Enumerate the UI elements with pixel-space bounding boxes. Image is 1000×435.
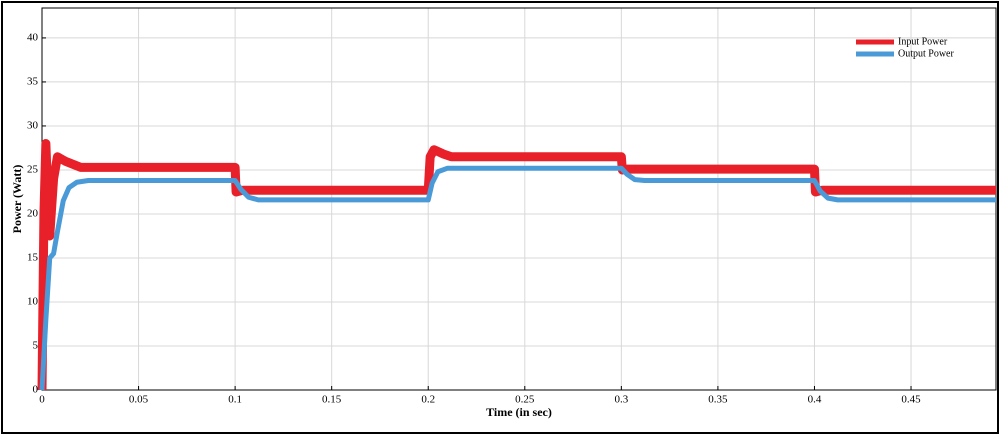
y-tick-label: 35 bbox=[27, 75, 39, 87]
x-tick-label: 0.4 bbox=[808, 394, 822, 406]
x-tick-label: 0.05 bbox=[129, 394, 149, 406]
x-tick-label: 0.45 bbox=[901, 394, 921, 406]
x-axis-label: Time (in sec) bbox=[486, 405, 552, 419]
y-tick-label: 0 bbox=[33, 384, 39, 396]
y-tick-label: 40 bbox=[27, 31, 39, 43]
legend-label: Output Power bbox=[898, 48, 955, 59]
x-tick-label: 0.2 bbox=[421, 394, 435, 406]
x-tick-label: 0.3 bbox=[614, 394, 628, 406]
y-tick-label: 5 bbox=[33, 340, 39, 352]
series-line bbox=[37, 139, 996, 391]
x-tick-label: 0.1 bbox=[228, 394, 242, 406]
x-tick-label: 0 bbox=[39, 394, 45, 406]
y-tick-label: 30 bbox=[27, 119, 39, 131]
y-tick-label: 20 bbox=[27, 207, 39, 219]
x-tick-label: 0.35 bbox=[708, 394, 728, 406]
series-line bbox=[39, 165, 996, 391]
x-tick-label: 0.25 bbox=[515, 394, 535, 406]
y-axis-label: Power (Watt) bbox=[10, 165, 24, 234]
legend-label: Input Power bbox=[898, 36, 948, 47]
y-tick-label: 10 bbox=[27, 296, 39, 308]
y-tick-label: 25 bbox=[27, 163, 39, 175]
y-tick-label: 15 bbox=[27, 252, 39, 264]
x-tick-label: 0.15 bbox=[322, 394, 342, 406]
